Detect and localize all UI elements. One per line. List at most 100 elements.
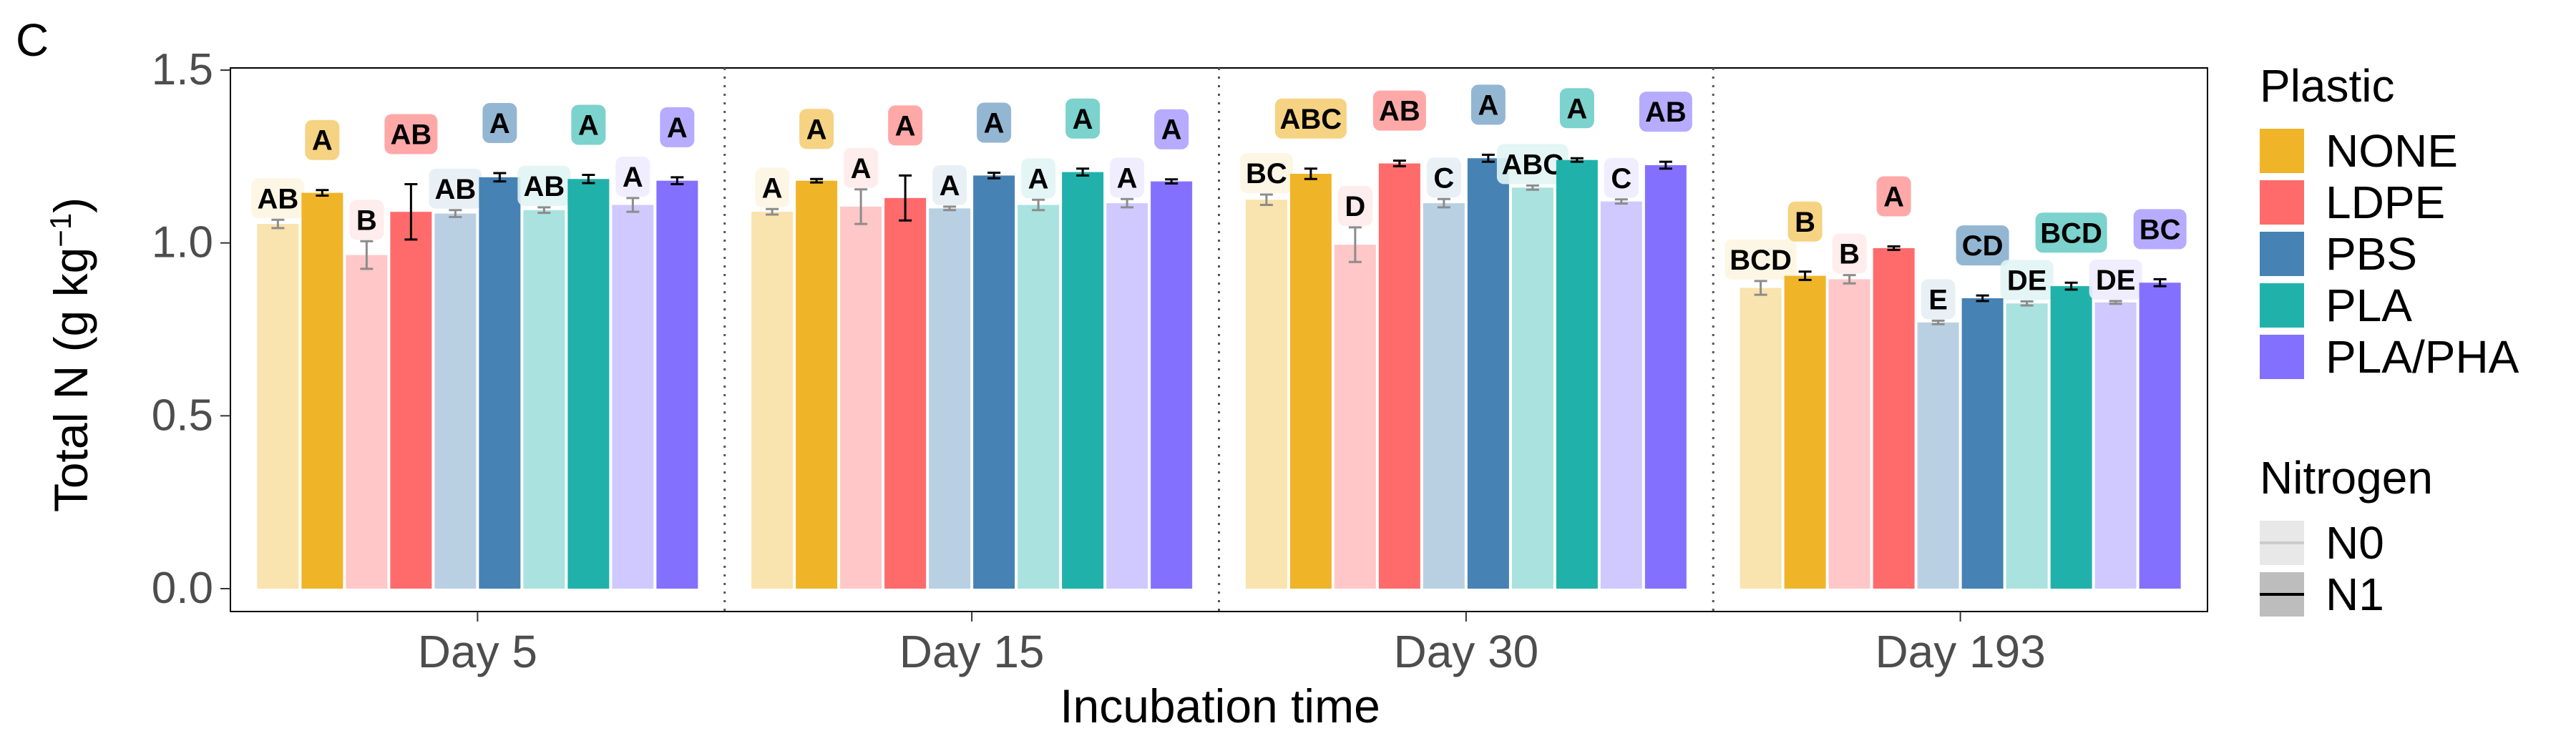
bar [1334, 245, 1376, 589]
y-tick-label: 0.5 [152, 391, 213, 440]
significance-letter: A [1161, 114, 1182, 146]
bar [523, 210, 565, 589]
bar [1467, 158, 1509, 589]
significance-letter: AB [390, 119, 431, 151]
significance-letter: A [1073, 104, 1093, 135]
significance-letter: C [1611, 163, 1631, 195]
significance-label-box [2035, 212, 2107, 253]
significance-label-box [1372, 90, 1426, 131]
significance-label-box [977, 102, 1012, 143]
significance-label-box [1956, 225, 2009, 266]
significance-letter: BCD [1729, 245, 1792, 276]
significance-label-box [660, 107, 695, 147]
bar [567, 179, 610, 589]
significance-letter: D [1345, 191, 1365, 222]
bar [2139, 283, 2181, 589]
significance-label-box [429, 168, 482, 209]
significance-letter: A [984, 108, 1005, 139]
significance-label-box [755, 167, 790, 208]
significance-letter: A [312, 125, 333, 157]
significance-letter: A [1028, 163, 1049, 195]
y-tick-label: 1.5 [152, 45, 213, 94]
significance-letter: A [578, 109, 599, 141]
legend-plastic-swatch [2260, 232, 2304, 276]
bar [1828, 279, 1870, 589]
significance-label-box [349, 200, 384, 240]
significance-letter: A [667, 112, 688, 144]
x-tick-label: Day 15 [899, 626, 1045, 677]
significance-letter: B [1839, 239, 1860, 270]
significance-label-box [2089, 259, 2142, 300]
significance-letter: BCD [2040, 217, 2102, 249]
significance-label-box [2133, 209, 2187, 250]
significance-letter: A [1883, 182, 1904, 213]
y-tick-label: 1.0 [152, 218, 213, 267]
bar [1289, 174, 1332, 589]
significance-label-box [251, 178, 305, 219]
legend-plastic-label: LDPE [2326, 177, 2445, 228]
x-tick-label: Day 30 [1393, 626, 1538, 677]
legend-plastic-swatch [2260, 283, 2304, 328]
significance-letter: C [1433, 162, 1454, 194]
legend-plastic-label: PLA/PHA [2326, 331, 2519, 383]
significance-letter: ABC [1280, 104, 1342, 135]
significance-label-box [615, 156, 650, 197]
bar [1961, 298, 2004, 589]
significance-label-box [305, 119, 340, 160]
significance-label-box [384, 114, 438, 154]
significance-letter: A [1566, 93, 1587, 124]
significance-label-box [1787, 201, 1823, 242]
bar [2094, 302, 2137, 589]
significance-label-box [1239, 153, 1293, 193]
bar [1784, 275, 1826, 589]
y-axis-title-end: ) [44, 197, 97, 213]
y-tick-label: 0.0 [152, 564, 213, 613]
bar [257, 224, 299, 589]
legend-nitrogen-label: N1 [2326, 569, 2384, 620]
significance-letter: DE [2096, 265, 2136, 296]
significance-label-box [1559, 88, 1594, 129]
significance-label-box [932, 165, 967, 205]
panel-label: C [16, 14, 49, 66]
bar [1106, 203, 1148, 589]
significance-label-box [482, 103, 517, 144]
bar [346, 255, 388, 589]
bar [2006, 303, 2048, 589]
significance-letter: A [489, 108, 510, 139]
significance-letter: DE [2007, 265, 2047, 296]
significance-label-box [1496, 144, 1568, 185]
bar [1062, 172, 1104, 589]
bar [840, 206, 882, 589]
x-tick-label: Day 193 [1875, 626, 2045, 677]
significance-label-box [799, 109, 834, 149]
significance-label-box [1426, 157, 1461, 198]
significance-label-box [1832, 233, 1867, 274]
y-axis-title: Total N (g kg−1) [44, 197, 98, 512]
significance-letter: A [1478, 89, 1498, 121]
significance-label-box [1154, 109, 1189, 149]
significance-label-box [1470, 84, 1506, 125]
legend-plastic-label: NONE [2326, 125, 2458, 177]
bar [479, 177, 521, 589]
legend-plastic-swatch [2260, 180, 2304, 225]
y-axis-title-main: Total N (g kg [44, 247, 97, 512]
significance-label-box [1724, 239, 1797, 280]
bar [1740, 288, 1782, 589]
significance-label-box [844, 147, 879, 188]
significance-label-box [1274, 98, 1347, 139]
significance-letter: A [762, 172, 783, 204]
legend-plastic-swatch [2260, 335, 2304, 379]
significance-label-box [888, 105, 923, 146]
y-axis-title-sup: −1 [44, 213, 77, 247]
significance-letter: A [895, 110, 916, 142]
bar [301, 192, 343, 589]
bar [1245, 200, 1287, 589]
bar [884, 197, 927, 589]
bar [2050, 286, 2092, 589]
bar [973, 175, 1015, 589]
bar [1378, 163, 1420, 589]
significance-letter: BC [1246, 158, 1287, 190]
